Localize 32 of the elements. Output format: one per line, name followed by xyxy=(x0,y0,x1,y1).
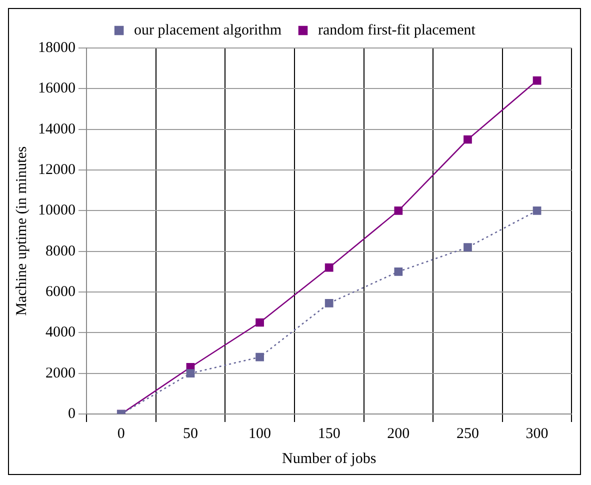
x-tick-label: 150 xyxy=(318,426,340,442)
y-tick-label: 18000 xyxy=(38,40,76,56)
y-tick-label: 2000 xyxy=(46,365,76,382)
x-tick-label: 100 xyxy=(248,426,272,442)
y-tick-label: 14000 xyxy=(38,121,76,138)
point xyxy=(186,369,195,378)
y-axis-title: Machine uptime (in minutes xyxy=(14,146,30,316)
y-tick-label: 10000 xyxy=(38,202,76,219)
y-tick-label: 4000 xyxy=(46,324,76,341)
x-tick-label: 50 xyxy=(182,426,198,442)
y-tick-label: 8000 xyxy=(46,243,76,260)
point xyxy=(532,76,542,85)
x-tick-label: 200 xyxy=(387,426,410,442)
point xyxy=(324,299,334,308)
y-tick-label: 12000 xyxy=(38,162,76,178)
x-tick-label: 0 xyxy=(117,426,125,442)
legend-label: our placement algorithm xyxy=(134,22,282,38)
point xyxy=(532,206,542,215)
x-axis-title: Number of jobs xyxy=(282,450,376,467)
legend-label: random first-fit placement xyxy=(318,22,476,38)
point xyxy=(464,243,472,252)
point xyxy=(324,263,334,272)
y-tick-label: 6000 xyxy=(46,284,76,300)
point xyxy=(394,267,403,276)
y-tick-label: 16000 xyxy=(38,80,76,97)
point xyxy=(394,206,403,215)
y-tick-label: 0 xyxy=(68,406,76,422)
x-tick-label: 300 xyxy=(526,426,548,442)
x-tick-label: 250 xyxy=(456,426,479,442)
point xyxy=(256,352,264,362)
point xyxy=(464,135,472,144)
point xyxy=(256,318,264,327)
